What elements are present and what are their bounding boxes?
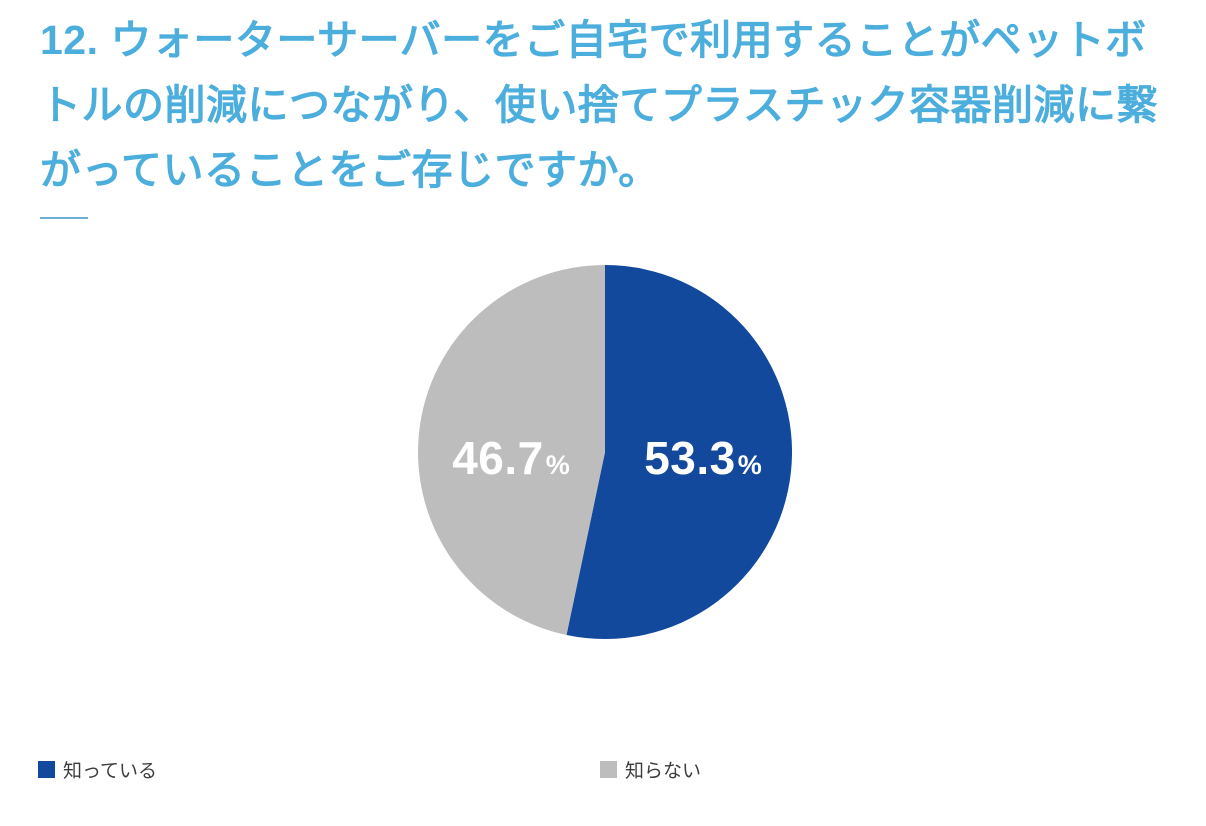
pie-value-dont-know: 46.7 xyxy=(452,432,544,484)
pie-value-know: 53.3 xyxy=(644,432,736,484)
legend-label-know: 知っている xyxy=(63,761,158,782)
pie-label-dont-know: 46.7% xyxy=(452,431,570,485)
percent-sign: % xyxy=(737,450,762,480)
legend-label-dont-know: 知らない xyxy=(625,761,702,782)
legend-item-know: 知っている xyxy=(38,756,157,783)
pie-chart xyxy=(418,265,792,639)
title-divider xyxy=(40,217,88,219)
pie-label-know: 53.3% xyxy=(644,431,762,485)
legend-swatch-blue xyxy=(38,761,55,778)
legend-swatch-gray xyxy=(600,761,617,778)
percent-sign: % xyxy=(545,450,570,480)
question-title: 12. ウォーターサーバーをご自宅で利用することがペットボトルの削減につながり、… xyxy=(40,17,1159,193)
pie-slice-1 xyxy=(418,265,605,635)
legend-item-dont-know: 知らない xyxy=(600,756,701,783)
pie-slice-0 xyxy=(566,265,792,639)
